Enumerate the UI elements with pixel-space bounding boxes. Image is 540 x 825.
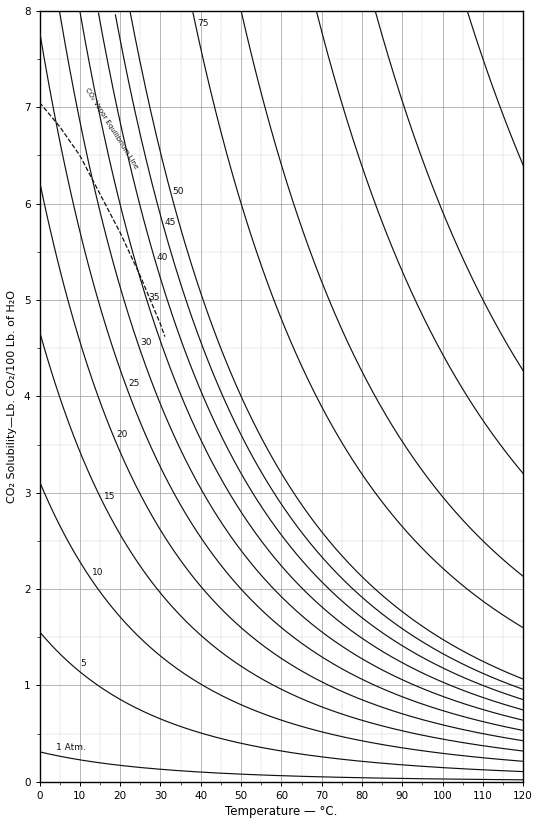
Text: 20: 20: [116, 430, 127, 439]
Text: 45: 45: [165, 218, 176, 227]
Text: CO₂ Vapor Equilibrium Line: CO₂ Vapor Equilibrium Line: [84, 87, 139, 170]
Text: 50: 50: [173, 187, 184, 196]
Text: 1 Atm.: 1 Atm.: [56, 742, 85, 752]
Text: 35: 35: [148, 293, 160, 302]
X-axis label: Temperature — °C.: Temperature — °C.: [225, 805, 338, 818]
Y-axis label: CO₂ Solubility—Lb. CO₂/100 Lb. of H₂O: CO₂ Solubility—Lb. CO₂/100 Lb. of H₂O: [7, 290, 17, 503]
Text: 40: 40: [157, 252, 168, 262]
Text: 25: 25: [128, 380, 139, 389]
Text: 15: 15: [104, 493, 116, 501]
Text: 10: 10: [92, 568, 104, 577]
Text: 5: 5: [80, 659, 86, 668]
Text: 75: 75: [197, 19, 208, 28]
Text: 30: 30: [140, 338, 152, 347]
